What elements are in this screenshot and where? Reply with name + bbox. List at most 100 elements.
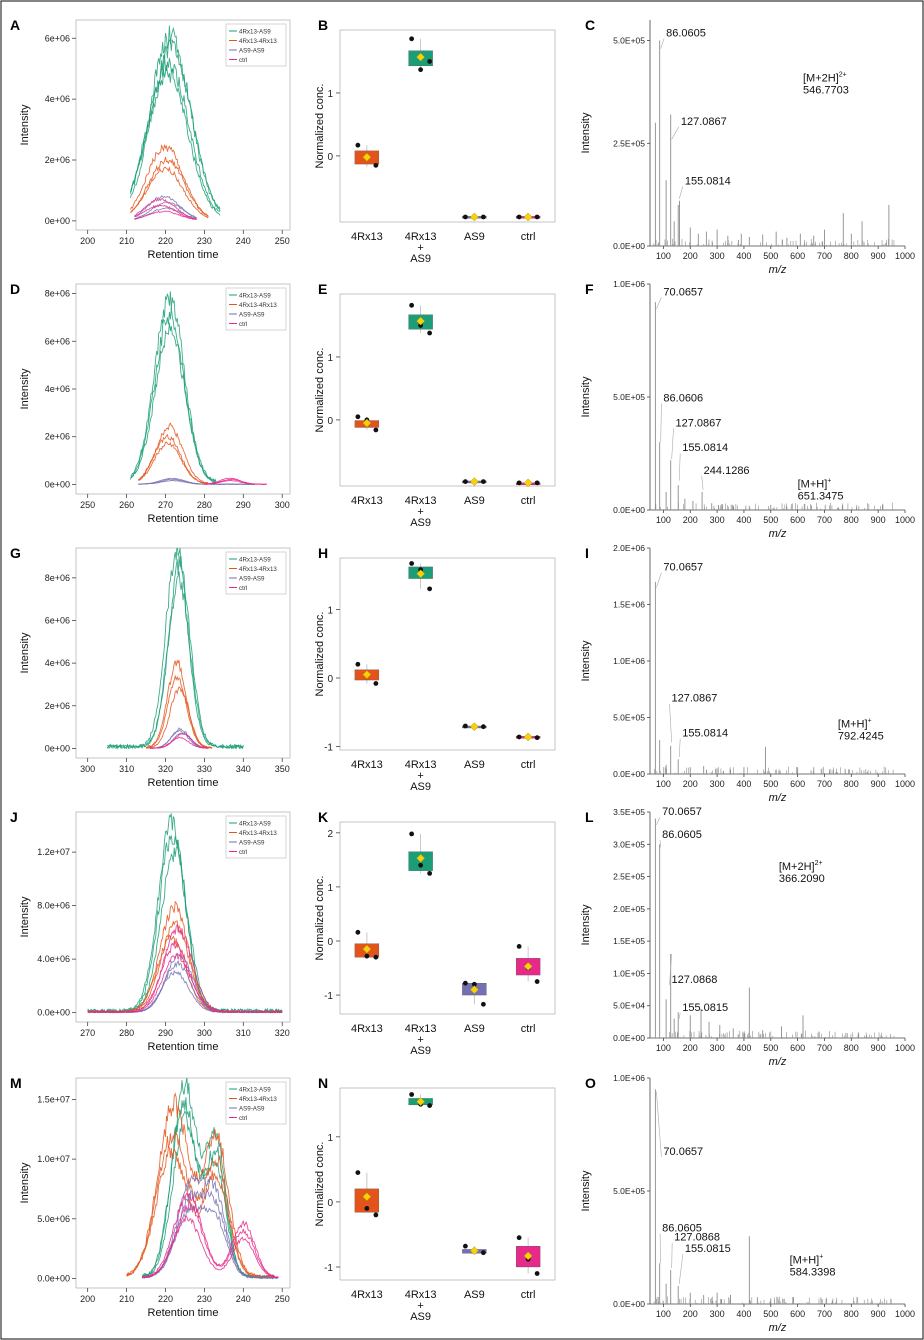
y-tick-label: 2.0E+05 (613, 904, 645, 914)
legend-label: 4Rx13-4Rx13 (239, 566, 277, 573)
y-tick-label: 2.5E+05 (613, 138, 645, 148)
x-axis-label: m/z (769, 528, 787, 540)
series-line-4Rx13-AS9 (130, 291, 217, 483)
panel-label: H (318, 545, 328, 561)
mean-marker (416, 316, 425, 326)
category-label: 4Rx13 (351, 759, 383, 771)
ion-label: [M+H]+ (838, 718, 872, 731)
annotation-leader (656, 1091, 662, 1157)
legend-label: ctrl (239, 1115, 247, 1122)
x-tick-label: 240 (236, 1294, 251, 1304)
mean-marker (470, 1246, 479, 1256)
x-axis-label: Retention time (148, 249, 219, 261)
mean-marker (362, 418, 372, 428)
x-tick-label: 900 (871, 1043, 886, 1053)
annotation-leader (678, 1253, 684, 1284)
panel-label: N (318, 1075, 328, 1091)
data-point (409, 831, 415, 837)
x-tick-label: 310 (119, 764, 134, 774)
data-point (534, 480, 540, 486)
series-line-4Rx13-AS9 (106, 571, 244, 750)
plot-frame (339, 821, 556, 1015)
y-tick-label: 0e+00 (45, 479, 70, 489)
y-tick-label: 1 (327, 605, 333, 616)
data-point (373, 954, 379, 960)
data-point (516, 480, 522, 486)
category-label: ctrl (521, 1023, 536, 1035)
peak-annotation: 70.0657 (663, 1146, 703, 1158)
y-tick-label: 2e+06 (45, 432, 70, 442)
y-tick-label: 8e+06 (45, 573, 70, 583)
x-tick-label: 280 (119, 1028, 134, 1038)
data-point (427, 330, 433, 336)
category-label: + (417, 1034, 423, 1046)
legend: 4Rx13-AS9 4Rx13-4Rx13 AS9-AS9 ctrl (225, 287, 287, 331)
mean-marker (416, 52, 425, 62)
data-point (409, 36, 415, 42)
peak-annotation: 86.0605 (666, 27, 706, 39)
spectrum-panel-F: F 100 200 300 400 500 600 700 800 900 1000 0.0E+00 5… (580, 279, 915, 540)
x-tick-label: 270 (158, 500, 173, 510)
series-line-4Rx13-4Rx13 (138, 441, 209, 485)
plot-frame (339, 29, 556, 223)
x-tick-label: 310 (236, 1028, 251, 1038)
legend-label: 4Rx13-AS9 (239, 557, 271, 564)
data-point (364, 953, 370, 959)
ion-mass: 584.3398 (790, 1266, 836, 1278)
x-tick-label: 700 (817, 1043, 832, 1053)
x-tick-label: 340 (236, 764, 251, 774)
category-label: AS9 (410, 781, 431, 793)
x-tick-label: 700 (817, 1309, 832, 1319)
x-tick-label: 500 (763, 1043, 778, 1053)
legend: 4Rx13-AS9 4Rx13-4Rx13 AS9-AS9 ctrl (225, 551, 287, 595)
ion-charge: 2+ (815, 860, 823, 867)
x-tick-label: 300 (710, 779, 725, 789)
mean-marker (523, 732, 533, 742)
spectrum-panel-L: L 100 200 300 400 500 600 700 800 900 1000 0.0E+00 5… (580, 806, 915, 1068)
panel-label: C (585, 17, 595, 33)
data-point (427, 1103, 433, 1108)
y-axis-label: Intensity (19, 896, 31, 937)
y-tick-label: 5.0e+06 (37, 1214, 70, 1224)
y-tick-label: 0 (327, 152, 333, 163)
x-tick-label: 400 (736, 251, 751, 261)
x-tick-label: 290 (236, 500, 251, 510)
y-tick-label: 1 (327, 353, 333, 364)
panel-label: K (318, 809, 328, 825)
y-tick-label: 2.5E+05 (613, 872, 645, 882)
legend: 4Rx13-AS9 4Rx13-4Rx13 AS9-AS9 ctrl (225, 1081, 287, 1125)
data-point (480, 479, 486, 484)
peak-annotation: 244.1286 (704, 465, 750, 477)
x-tick-label: 1000 (895, 779, 915, 789)
x-tick-label: 250 (275, 236, 290, 246)
series-line-4Rx13-4Rx13 (126, 1146, 275, 1279)
data-point (409, 1092, 415, 1097)
x-tick-label: 400 (736, 515, 751, 525)
category-label: 4Rx13 (351, 1023, 383, 1035)
legend-label: ctrl (239, 849, 247, 856)
x-tick-label: 200 (683, 779, 698, 789)
x-tick-label: 280 (197, 500, 212, 510)
x-tick-label: 210 (119, 1294, 134, 1304)
y-axis-label: Intensity (19, 104, 31, 145)
chromatogram-panel-D: D 250 260 270 280 290 300 0e+00 2e+06 4e+06 6e+06 8… (10, 281, 291, 525)
mean-marker (362, 944, 372, 954)
data-point (418, 862, 424, 868)
x-axis-label: m/z (769, 1056, 787, 1068)
x-tick-label: 100 (656, 779, 671, 789)
y-tick-label: 8e+06 (45, 289, 70, 299)
category-label: 4Rx13 (405, 1023, 437, 1035)
y-tick-label: 6e+06 (45, 33, 70, 43)
x-axis-label: Retention time (148, 777, 219, 789)
y-tick-label: 1.5E+06 (613, 600, 645, 610)
x-tick-label: 800 (844, 1309, 859, 1319)
mean-marker (523, 478, 533, 488)
y-tick-label: 4.0e+06 (37, 954, 70, 964)
x-tick-label: 300 (275, 500, 290, 510)
x-tick-label: 200 (80, 1294, 95, 1304)
x-tick-label: 210 (119, 236, 134, 246)
series-line-4Rx13-4Rx13 (138, 433, 209, 485)
y-tick-label: 5.0E+05 (613, 36, 645, 46)
